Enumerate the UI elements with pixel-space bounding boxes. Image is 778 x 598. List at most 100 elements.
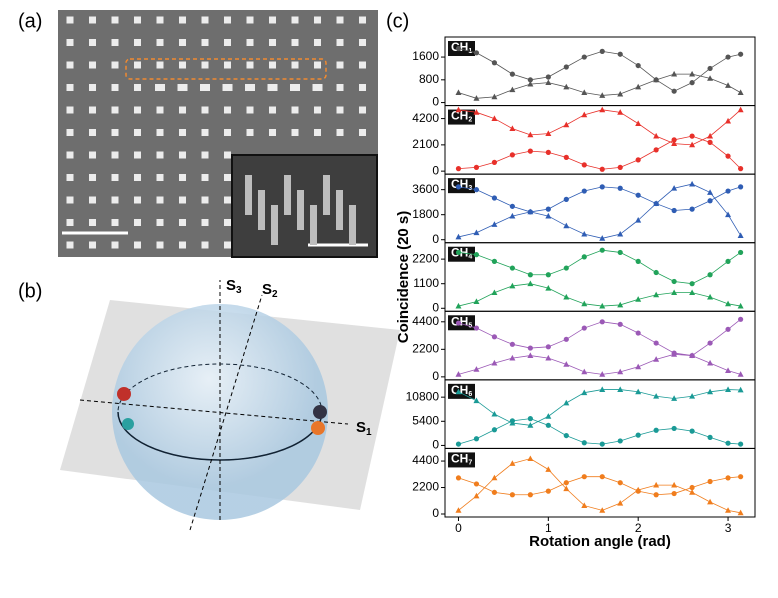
channel-sub: 2 — [468, 116, 472, 123]
point — [671, 70, 678, 77]
y-tick-label: 0 — [432, 506, 439, 520]
pillar — [156, 196, 164, 204]
point — [653, 269, 659, 276]
channel-badge — [448, 41, 475, 56]
pillar — [155, 84, 165, 91]
pillar — [269, 61, 276, 69]
pillar — [89, 84, 96, 91]
point — [455, 106, 462, 113]
y-tick-label: 10800 — [406, 389, 440, 403]
y-axis-label: Coincidence (20 s) — [395, 211, 412, 344]
point — [599, 166, 605, 172]
point — [653, 200, 660, 206]
point — [509, 341, 515, 347]
point — [707, 293, 714, 300]
pillar — [359, 84, 366, 91]
channel-badge — [448, 109, 475, 125]
point — [509, 71, 515, 77]
point — [581, 300, 588, 307]
point — [491, 159, 498, 165]
point — [455, 320, 462, 326]
point — [738, 316, 744, 322]
point — [545, 422, 551, 428]
pillar — [134, 106, 141, 114]
y-tick-label: 5400 — [412, 413, 439, 427]
point — [581, 162, 587, 168]
point — [737, 106, 744, 113]
point — [737, 371, 744, 377]
panel-label: (b) — [18, 280, 42, 302]
y-tick-label: 0 — [432, 232, 439, 246]
point — [737, 302, 744, 309]
pillar — [359, 129, 366, 136]
point — [671, 185, 678, 191]
pillar — [314, 61, 321, 69]
pillar — [314, 16, 321, 24]
point — [653, 393, 660, 399]
point — [738, 184, 744, 190]
point — [725, 211, 732, 218]
point — [599, 371, 606, 377]
pillar — [269, 129, 276, 136]
point — [473, 229, 480, 236]
pillar — [359, 39, 366, 46]
point — [599, 48, 605, 54]
point — [563, 485, 570, 492]
point — [545, 488, 551, 494]
point — [653, 481, 660, 488]
point — [671, 137, 677, 143]
point — [635, 486, 642, 493]
point — [599, 507, 606, 513]
point — [635, 62, 641, 69]
point — [563, 154, 569, 160]
pillar — [89, 129, 96, 136]
pillar — [134, 16, 141, 24]
pillar — [179, 39, 186, 46]
pillar — [66, 196, 74, 204]
point — [671, 88, 677, 94]
point — [617, 438, 623, 444]
point — [738, 474, 744, 480]
y-tick-label: 2200 — [412, 251, 439, 265]
point — [473, 164, 480, 170]
sem-image — [58, 10, 378, 258]
point — [491, 289, 498, 296]
point — [509, 212, 516, 219]
axis-s2 — [189, 294, 263, 531]
pillar — [89, 241, 96, 249]
point — [707, 340, 713, 346]
point — [491, 359, 498, 366]
pillar — [89, 61, 96, 69]
pillar — [359, 106, 366, 114]
point — [617, 164, 623, 170]
pillar — [222, 84, 233, 91]
channel-text: CH — [451, 109, 468, 123]
point — [707, 75, 714, 81]
point — [689, 289, 696, 296]
point — [599, 474, 605, 480]
point — [707, 388, 714, 395]
point — [653, 427, 659, 433]
channel-sub: 5 — [468, 322, 472, 329]
pillar — [89, 174, 96, 181]
series-line — [458, 353, 741, 375]
series-line — [458, 135, 741, 170]
pillar — [224, 196, 231, 204]
pillar — [179, 174, 186, 181]
pillar — [246, 61, 254, 69]
x-tick-label: 1 — [545, 521, 552, 535]
point — [455, 475, 462, 481]
pillar — [66, 39, 74, 46]
plot-frame — [444, 105, 756, 175]
point — [545, 149, 551, 155]
point — [738, 249, 744, 256]
channel-text: CH — [451, 383, 468, 397]
point — [563, 83, 570, 90]
pillar — [89, 219, 96, 226]
series-line — [458, 183, 741, 239]
point — [725, 54, 731, 60]
point — [581, 440, 587, 446]
pillar — [134, 174, 141, 181]
axis-label-text: S — [262, 281, 272, 298]
